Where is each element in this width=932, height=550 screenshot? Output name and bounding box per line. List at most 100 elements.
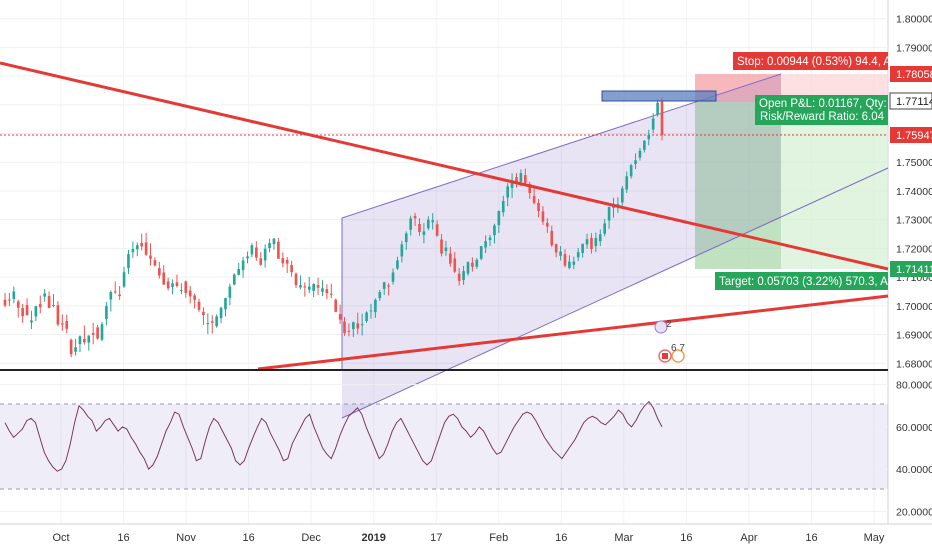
resistance-zone[interactable] (601, 90, 717, 102)
candle-body (563, 254, 567, 266)
candle-body (497, 211, 501, 226)
rsi-tick-label: 80.0000 (896, 380, 932, 392)
candle-body (347, 330, 351, 332)
target-label-box[interactable] (715, 272, 888, 290)
candle-body (153, 260, 157, 266)
candle-body (109, 292, 113, 300)
time-label: 16 (117, 532, 129, 544)
time-label: Dec (301, 532, 321, 544)
candle-body (400, 244, 404, 257)
stop-price-label: 1.78058 (896, 69, 932, 81)
rsi-tick-label: 60.0000 (896, 422, 932, 434)
time-label: Apr (740, 532, 757, 544)
candle-body (506, 186, 509, 198)
entry-price-tag (889, 92, 932, 110)
candle-body (501, 201, 505, 213)
candle-body (554, 244, 558, 253)
candle-body (259, 258, 263, 265)
candle-body (237, 269, 241, 275)
candle-body (546, 222, 549, 227)
candle-body (210, 321, 214, 323)
candle-body (268, 242, 271, 249)
candle-body (404, 233, 408, 243)
time-label: Feb (489, 532, 508, 544)
candle-body (188, 290, 192, 297)
candle-body (171, 283, 174, 287)
channel-lower-line[interactable] (341, 167, 889, 419)
candle-body (219, 307, 223, 319)
candle-body (21, 308, 24, 317)
candle-body (550, 230, 554, 246)
descending-trendline[interactable] (0, 61, 889, 271)
entry-price-label: 1.77114 (896, 96, 932, 108)
candle-body (250, 245, 254, 255)
price-tick-label: 1.72000 (896, 243, 932, 255)
time-label: May (864, 532, 885, 544)
dividend-marker[interactable]: 2 (654, 319, 672, 334)
candle-body (418, 223, 421, 233)
candle-body (559, 251, 562, 256)
candle-body (449, 253, 452, 264)
rsi-tick-label: 40.0000 (896, 464, 932, 476)
candle-body (131, 248, 135, 253)
candle-body (69, 339, 73, 355)
candle-body (515, 177, 518, 183)
candle-body (166, 281, 170, 289)
candle-body (202, 311, 205, 316)
candle-body (426, 219, 430, 229)
candle-body (409, 218, 412, 230)
candle-body (281, 258, 285, 264)
ascending-trendline[interactable] (257, 294, 889, 371)
candle-body (272, 238, 276, 245)
candle-body (629, 165, 633, 177)
candle-body (647, 134, 651, 140)
price-tick-label: 1.74000 (896, 186, 932, 198)
candle-body (232, 274, 236, 285)
candle-body (532, 196, 536, 204)
pnl-label-box[interactable] (755, 95, 888, 125)
candle-body (528, 184, 532, 193)
candle-body (369, 310, 373, 312)
candle-body (263, 248, 267, 261)
candle-body (329, 293, 333, 295)
candle-body (572, 261, 576, 265)
candle-body (277, 241, 280, 259)
candle-body (484, 241, 487, 248)
time-label: 16 (680, 532, 692, 544)
ascending-channel[interactable] (342, 74, 781, 418)
target-zone-ext (781, 102, 888, 269)
last-price-label: 1.75947 (896, 130, 932, 142)
candle-body (312, 284, 315, 291)
candle-body (135, 245, 139, 250)
candle-body (38, 304, 42, 308)
target-price-tag (890, 261, 932, 277)
earnings-markers[interactable]: 6 7 (658, 343, 685, 363)
rr-label: Risk/Reward Ratio: 6.04 (760, 111, 885, 123)
candle-body (471, 262, 474, 267)
candle-body (3, 299, 7, 306)
candle-body (25, 304, 29, 316)
candle-body (303, 286, 307, 288)
candle-body (241, 260, 245, 271)
candle-body (625, 176, 629, 190)
rsi-tick-label: 20.0000 (896, 506, 932, 518)
rsi-pane[interactable] (0, 372, 888, 524)
candle-body (656, 102, 659, 115)
candle-body (382, 282, 386, 289)
stop-price-tag (890, 66, 932, 82)
candle-body (158, 268, 161, 276)
candle-body (325, 289, 329, 294)
stop-label-box[interactable] (733, 52, 888, 70)
time-axis[interactable]: Oct 16 Nov 16 Dec 2019 17 Feb 16 Mar 16 Apr 16 May (52, 532, 884, 544)
candle-body (316, 285, 320, 288)
candle-body (127, 254, 130, 269)
candle-body (422, 231, 426, 235)
candle-body (457, 273, 461, 281)
candle-body (52, 304, 55, 307)
pnl-label: Open P&L: 0.01167, Qty: 26 (759, 98, 903, 110)
candle-body (224, 298, 227, 310)
stop-label: Stop: 0.00944 (0.53%) 94.4, Amo (737, 56, 907, 68)
candle-body (74, 347, 77, 352)
candle-body (197, 301, 201, 310)
candle-body (634, 160, 637, 164)
